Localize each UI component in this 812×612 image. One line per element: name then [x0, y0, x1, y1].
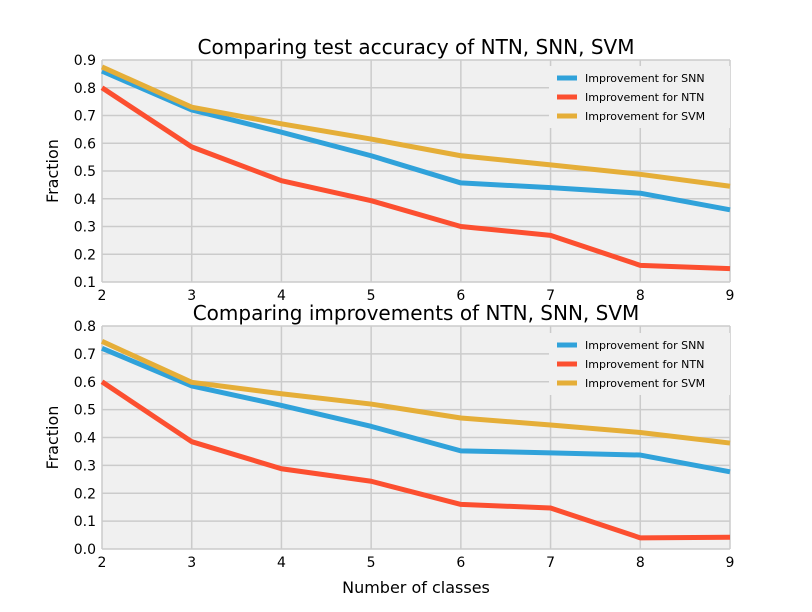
chart2-y-tick-label: 0.4: [74, 431, 96, 447]
chart2-y-axis-label: Fraction: [43, 406, 62, 470]
chart2-x-tick-label: 2: [98, 555, 107, 571]
chart1-x-tick-label: 3: [187, 288, 196, 304]
chart2-series-line-improvement-for-snn: [101, 345, 731, 475]
chart1-x-tick-label: 2: [98, 288, 107, 304]
chart2-x-axis-label: Number of classes: [342, 578, 490, 597]
chart1-series-line-improvement-for-snn: [101, 68, 731, 213]
chart2-legend-label: Improvement for NTN: [585, 358, 704, 371]
chart2-x-tick-label: 4: [277, 555, 286, 571]
chart2-legend-label: Improvement for SNN: [585, 339, 705, 352]
chart1-y-tick-label: 0.4: [74, 192, 96, 208]
chart2-x-tick-label: 5: [367, 555, 376, 571]
chart1-x-tick-label: 5: [367, 288, 376, 304]
chart2-y-tick-label: 0.5: [74, 403, 96, 419]
chart1-x-tick-label: 6: [456, 288, 465, 304]
chart2-x-tick-label: 6: [456, 555, 465, 571]
chart1-y-tick-label: 0.8: [74, 81, 96, 97]
chart1-legend-label: Improvement for SVM: [585, 110, 705, 123]
chart1-y-tick-label: 0.9: [74, 53, 96, 69]
chart1-x-tick-label: 9: [726, 288, 735, 304]
chart1-y-tick-label: 0.5: [74, 164, 96, 180]
chart2-y-tick-label: 0.8: [74, 319, 96, 335]
chart2-y-tick-label: 0.1: [74, 514, 96, 530]
chart1-x-tick-label: 7: [546, 288, 555, 304]
chart2-y-tick-label: 0.0: [74, 542, 96, 558]
chart1-x-tick-label: 4: [277, 288, 286, 304]
chart1-y-tick-label: 0.1: [74, 275, 96, 291]
chart1-x-tick-label: 8: [636, 288, 645, 304]
chart1-y-axis-label: Fraction: [43, 139, 62, 203]
chart1-y-tick-label: 0.2: [74, 247, 96, 263]
chart2-x-tick-label: 9: [726, 555, 735, 571]
chart2-y-tick-label: 0.7: [74, 347, 96, 363]
chart1-y-tick-label: 0.3: [74, 220, 96, 236]
chart2-y-tick-label: 0.6: [74, 375, 96, 391]
chart1-legend-label: Improvement for SNN: [585, 72, 705, 85]
chart2-series-line-improvement-for-ntn: [100, 379, 731, 541]
chart1-series-line-improvement-for-ntn: [100, 85, 731, 272]
chart2-y-tick-label: 0.2: [74, 486, 96, 502]
chart2-legend-label: Improvement for SVM: [585, 377, 705, 390]
chart2-x-tick-label: 8: [636, 555, 645, 571]
chart2-legend: [549, 333, 730, 395]
chart2-y-tick-label: 0.3: [74, 458, 96, 474]
chart1-series-line-improvement-for-svm: [100, 64, 731, 189]
chart1-y-tick-label: 0.6: [74, 136, 96, 152]
chart1-legend: [549, 66, 730, 128]
chart2-x-tick-label: 3: [187, 555, 196, 571]
chart1-y-tick-label: 0.7: [74, 109, 96, 125]
chart2-title: Comparing improvements of NTN, SNN, SVM: [193, 301, 640, 325]
chart2-x-tick-label: 7: [546, 555, 555, 571]
chart2-series-line-improvement-for-svm: [100, 339, 731, 446]
chart1-legend-label: Improvement for NTN: [585, 91, 704, 104]
chart1-title: Comparing test accuracy of NTN, SNN, SVM: [198, 35, 635, 59]
